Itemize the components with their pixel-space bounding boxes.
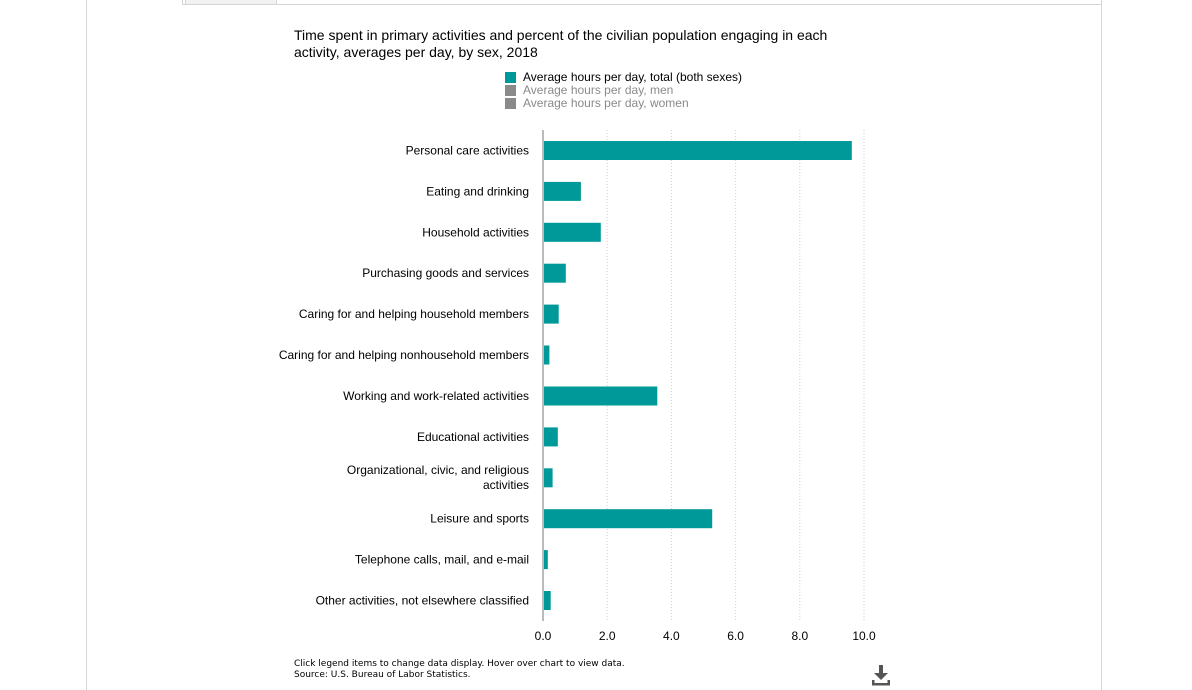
x-tick-label-0: 0.0 [535,629,552,643]
legend-swatch-total [505,72,516,83]
category-label-1: Eating and drinking [426,184,529,198]
chart-footnote: Click legend items to change data displa… [294,659,625,681]
legend-label-total: Average hours per day, total (both sexes… [523,70,743,84]
bar-0[interactable] [544,141,852,160]
footnote-instructions: Click legend items to change data displa… [294,659,625,669]
legend-label-men: Average hours per day, men [523,83,674,97]
page-frame-left [86,0,87,690]
bar-5[interactable] [544,345,550,365]
legend-label-women: Average hours per day, women [523,96,689,110]
download-icon[interactable] [871,665,891,687]
bar-11[interactable] [544,591,551,610]
category-label-10: Telephone calls, mail, and e-mail [355,553,529,567]
category-label-4: Caring for and helping household members [299,307,529,321]
bar-8[interactable] [544,468,553,488]
footnote-source: Source: U.S. Bureau of Labor Statistics. [294,670,471,680]
panel-border-left [182,0,183,5]
category-label-2: Household activities [422,225,529,239]
bar-1[interactable] [544,181,581,201]
legend-item-men[interactable]: Average hours per day, men [505,84,742,97]
category-label-6: Working and work-related activities [343,389,529,403]
bar-7[interactable] [544,427,558,447]
bar-6[interactable] [544,386,658,406]
bar-3[interactable] [544,263,566,283]
category-label-8: Organizational, civic, and religious acti… [347,463,529,492]
x-tick-label-1: 2.0 [599,629,616,643]
bar-10[interactable] [544,550,548,570]
category-label-3: Purchasing goods and services [362,266,529,280]
category-label-11: Other activities, not elsewhere classifi… [316,594,529,608]
bar-9[interactable] [544,509,713,529]
legend-item-total[interactable]: Average hours per day, total (both sexes… [505,71,742,84]
chart-legend: Average hours per day, total (both sexes… [505,71,742,110]
category-label-9: Leisure and sports [430,512,529,526]
legend-item-women[interactable]: Average hours per day, women [505,97,742,110]
x-tick-label-4: 8.0 [791,629,808,643]
category-label-5: Caring for and helping nonhousehold memb… [279,348,529,362]
bar-4[interactable] [544,304,559,324]
x-tick-label-2: 4.0 [663,629,680,643]
panel-border-top [182,4,1101,5]
legend-swatch-men [505,85,516,96]
x-tick-label-3: 6.0 [727,629,744,643]
chart-title: Time spent in primary activities and per… [294,27,828,60]
page-frame-right [1101,0,1102,690]
bar-2[interactable] [544,222,601,242]
category-label-0: Personal care activities [406,143,529,157]
tab-stub[interactable] [185,0,277,4]
x-tick-label-5: 10.0 [852,629,876,643]
category-label-7: Educational activities [417,430,529,444]
legend-swatch-women [505,98,516,109]
